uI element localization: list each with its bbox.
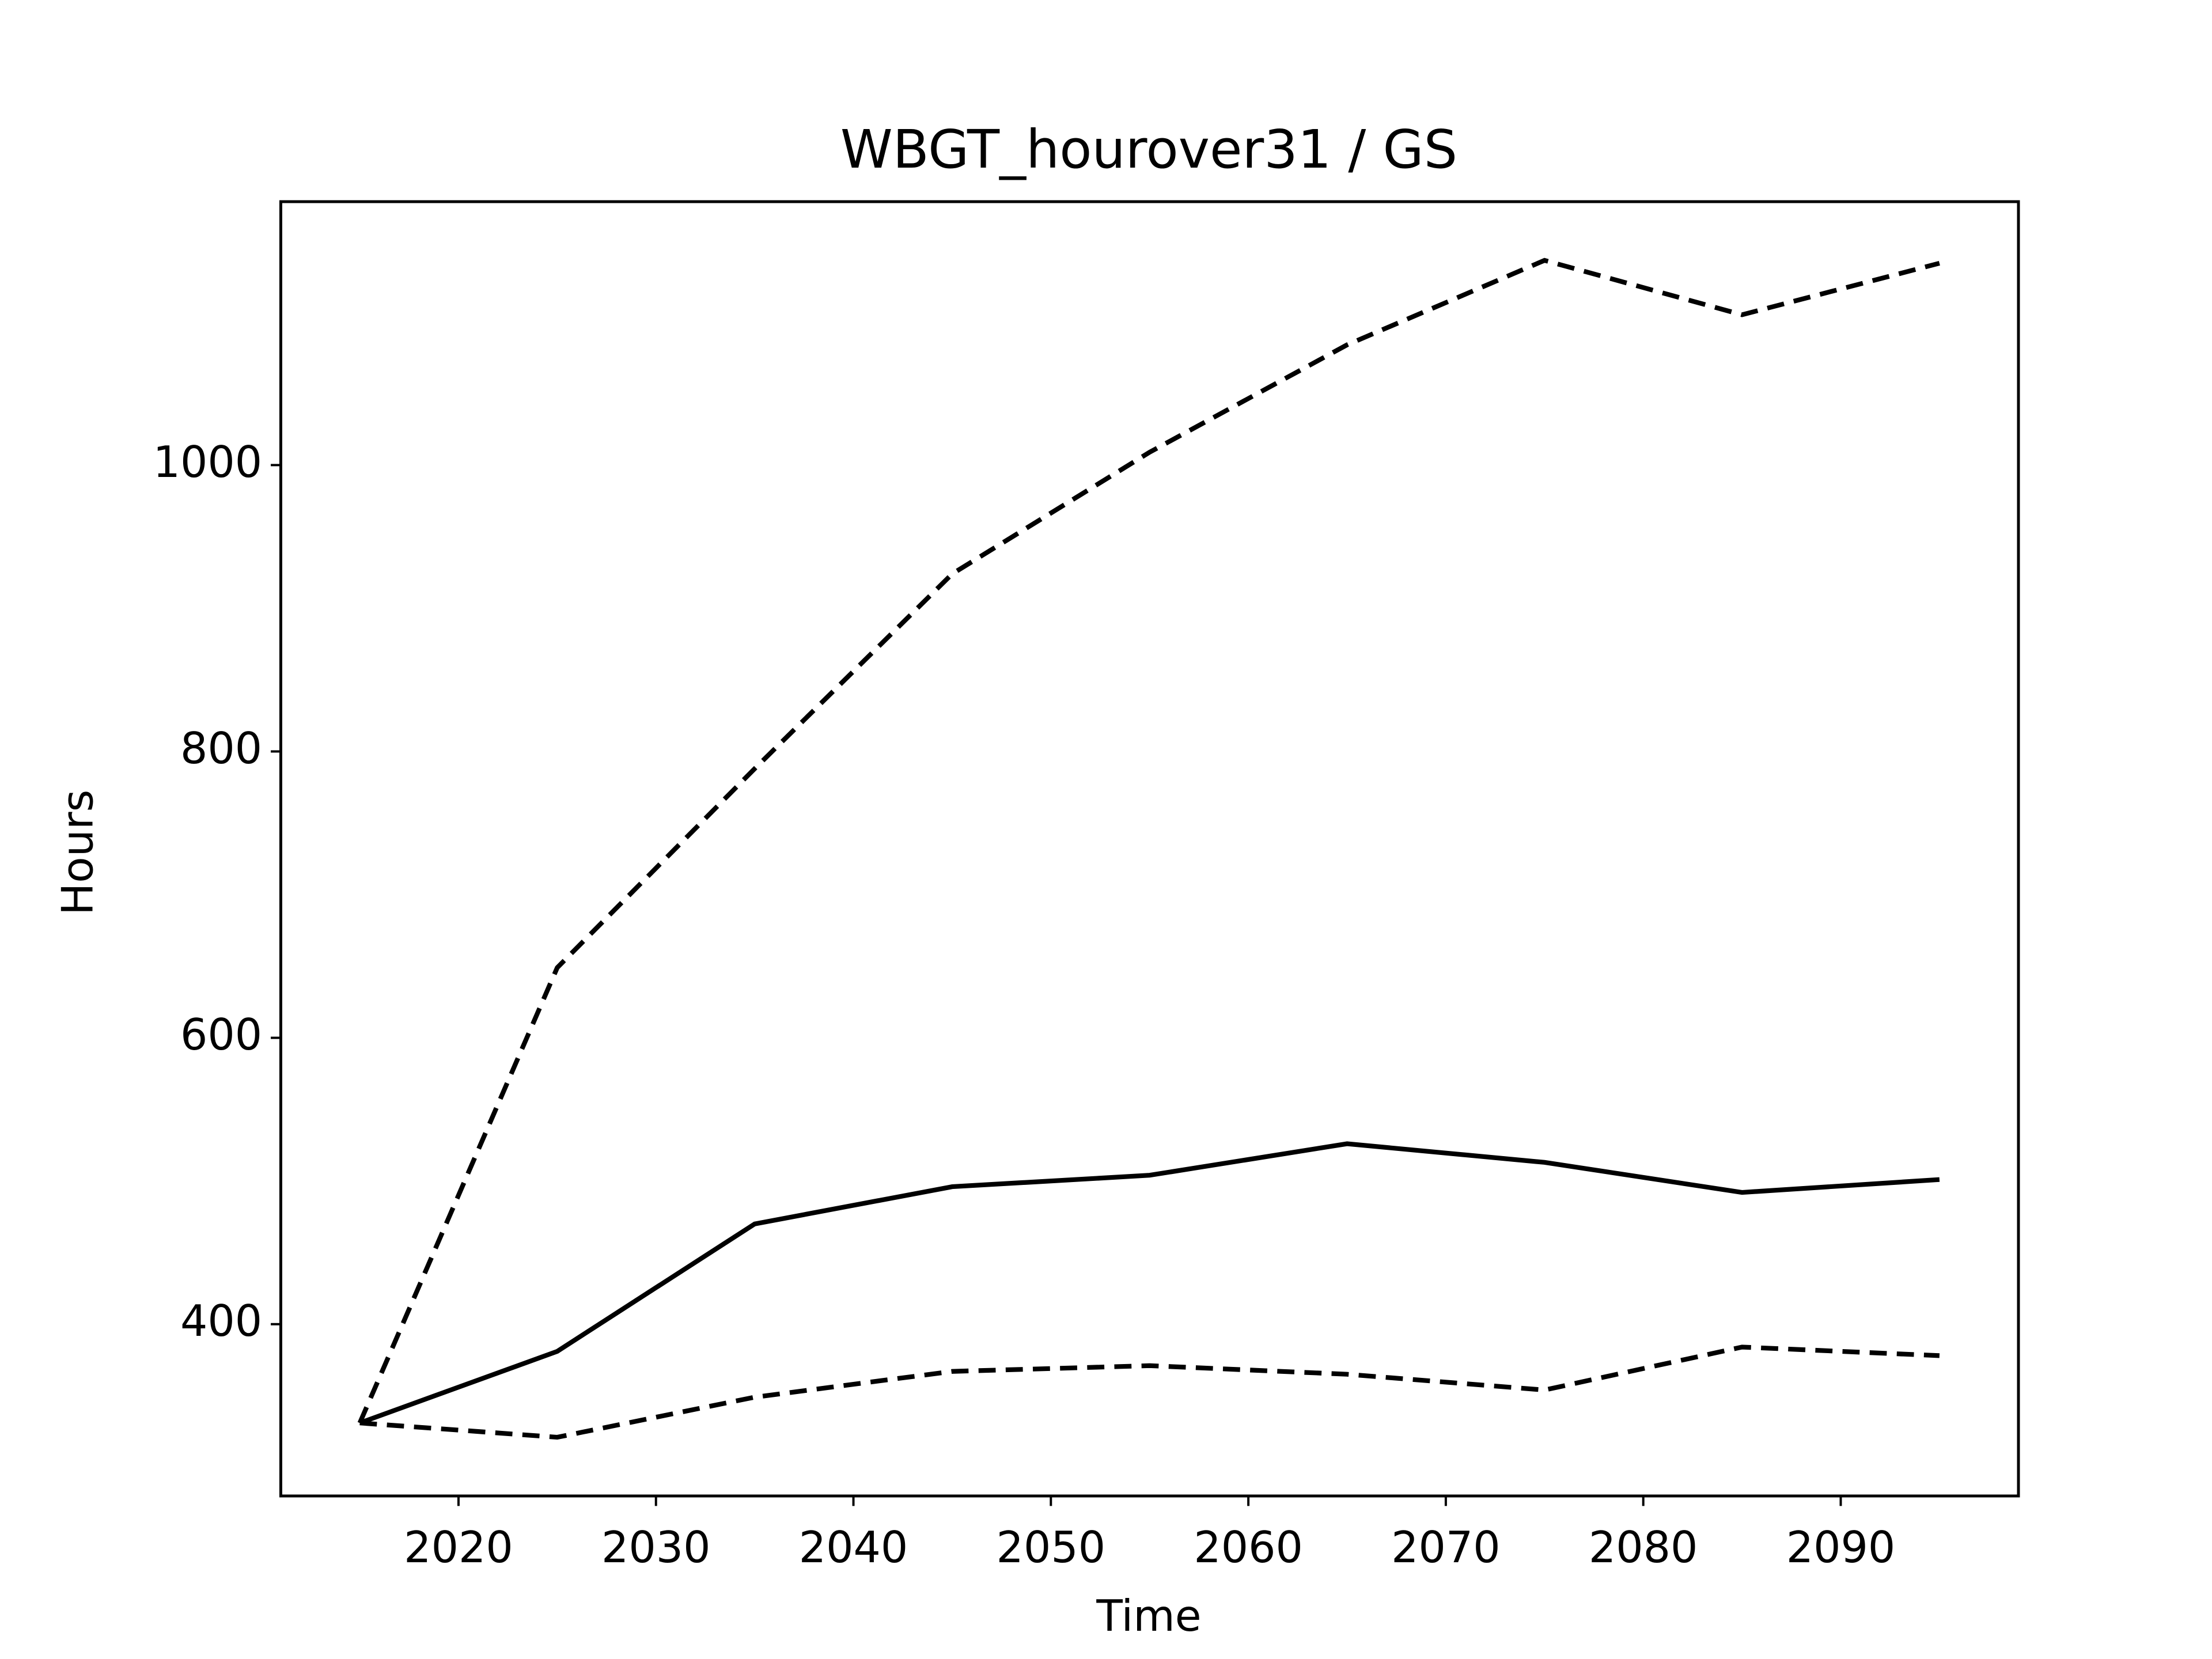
x-tick-label: 2030 bbox=[601, 1522, 711, 1573]
data-line bbox=[359, 1344, 1940, 1440]
x-tick-label: 2070 bbox=[1391, 1522, 1501, 1573]
x-axis-label: Time bbox=[1096, 1591, 1201, 1641]
x-tick-label: 2060 bbox=[1194, 1522, 1303, 1573]
y-tick-label: 1000 bbox=[153, 437, 263, 487]
x-tick-label: 2020 bbox=[404, 1522, 513, 1573]
data-line bbox=[357, 257, 1940, 1424]
plot-frame bbox=[279, 200, 2020, 1498]
x-tick-label: 2040 bbox=[799, 1522, 908, 1573]
x-tick-label: 2080 bbox=[1589, 1522, 1698, 1573]
y-tick-label: 800 bbox=[180, 724, 262, 774]
data-line bbox=[359, 1141, 1940, 1426]
chart-title: WBGT_hourover31 / GS bbox=[840, 119, 1457, 180]
x-tick-label: 2090 bbox=[1786, 1522, 1896, 1573]
y-axis-label: Hours bbox=[52, 790, 103, 915]
y-tick-label: 400 bbox=[180, 1296, 262, 1346]
x-tick-label: 2050 bbox=[997, 1522, 1106, 1573]
y-tick-label: 600 bbox=[180, 1010, 262, 1060]
